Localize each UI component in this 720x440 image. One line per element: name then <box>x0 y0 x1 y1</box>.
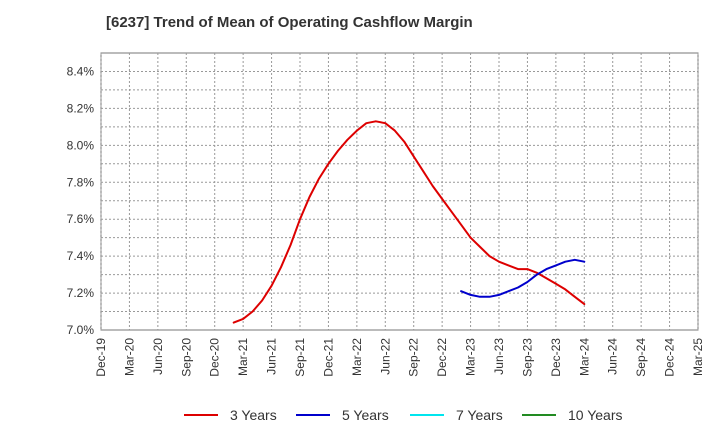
series-line-5-years <box>460 258 586 298</box>
series-lines <box>232 120 586 324</box>
x-tick-label: Dec-19 <box>94 338 108 377</box>
y-tick-label: 7.8% <box>67 175 95 189</box>
x-tick-label: Mar-25 <box>691 338 705 376</box>
legend-swatch <box>522 414 556 416</box>
x-tick-label: Sep-23 <box>520 338 534 377</box>
legend-item-10-years: 10 Years <box>522 404 623 426</box>
x-tick-label: Mar-20 <box>122 338 136 376</box>
x-tick-label: Sep-24 <box>634 338 648 377</box>
y-tick-label: 7.4% <box>67 249 95 263</box>
y-tick-label: 7.2% <box>67 286 95 300</box>
x-tick-label: Dec-24 <box>663 338 677 377</box>
y-axis: 7.0% 7.2% 7.4% 7.6% 7.8% 8.0% 8.2% 8.4% <box>67 64 95 337</box>
x-tick-label: Mar-24 <box>577 338 591 376</box>
legend-label: 3 Years <box>230 407 277 423</box>
x-tick-label: Dec-21 <box>321 338 335 377</box>
gridlines <box>100 53 699 330</box>
series-line-3-years <box>232 120 586 324</box>
chart-title: [6237] Trend of Mean of Operating Cashfl… <box>106 14 473 31</box>
y-tick-label: 7.0% <box>67 323 95 337</box>
y-tick-label: 8.4% <box>67 64 95 78</box>
x-tick-label: Mar-22 <box>350 338 364 376</box>
x-tick-label: Jun-23 <box>492 338 506 375</box>
x-tick-label: Dec-22 <box>435 338 449 377</box>
x-tick-label: Dec-23 <box>549 338 563 377</box>
legend-label: 7 Years <box>456 407 503 423</box>
y-tick-label: 7.6% <box>67 212 95 226</box>
x-tick-label: Jun-20 <box>151 338 165 375</box>
x-tick-label: Sep-20 <box>179 338 193 377</box>
x-tick-label: Sep-22 <box>407 338 421 377</box>
x-tick-label: Jun-22 <box>378 338 392 375</box>
legend-swatch <box>296 414 330 416</box>
legend: 3 Years 5 Years 7 Years 10 Years <box>0 404 720 426</box>
legend-label: 5 Years <box>342 407 389 423</box>
x-tick-label: Sep-21 <box>293 338 307 377</box>
x-tick-label: Mar-23 <box>464 338 478 376</box>
x-tick-label: Dec-20 <box>208 338 222 377</box>
y-tick-label: 8.2% <box>67 101 95 115</box>
legend-swatch <box>410 414 444 416</box>
x-axis: Dec-19 Mar-20 Jun-20 Sep-20 Dec-20 Mar-21 Jun-… <box>94 338 705 377</box>
legend-item-3-years: 3 Years <box>184 404 277 426</box>
x-tick-label: Jun-21 <box>265 338 279 375</box>
y-tick-label: 8.0% <box>67 138 95 152</box>
legend-item-5-years: 5 Years <box>296 404 389 426</box>
x-tick-label: Jun-24 <box>606 338 620 375</box>
legend-swatch <box>184 414 218 416</box>
plot-area <box>100 52 699 331</box>
legend-label: 10 Years <box>568 407 623 423</box>
x-tick-label: Mar-21 <box>236 338 250 376</box>
legend-item-7-years: 7 Years <box>410 404 503 426</box>
